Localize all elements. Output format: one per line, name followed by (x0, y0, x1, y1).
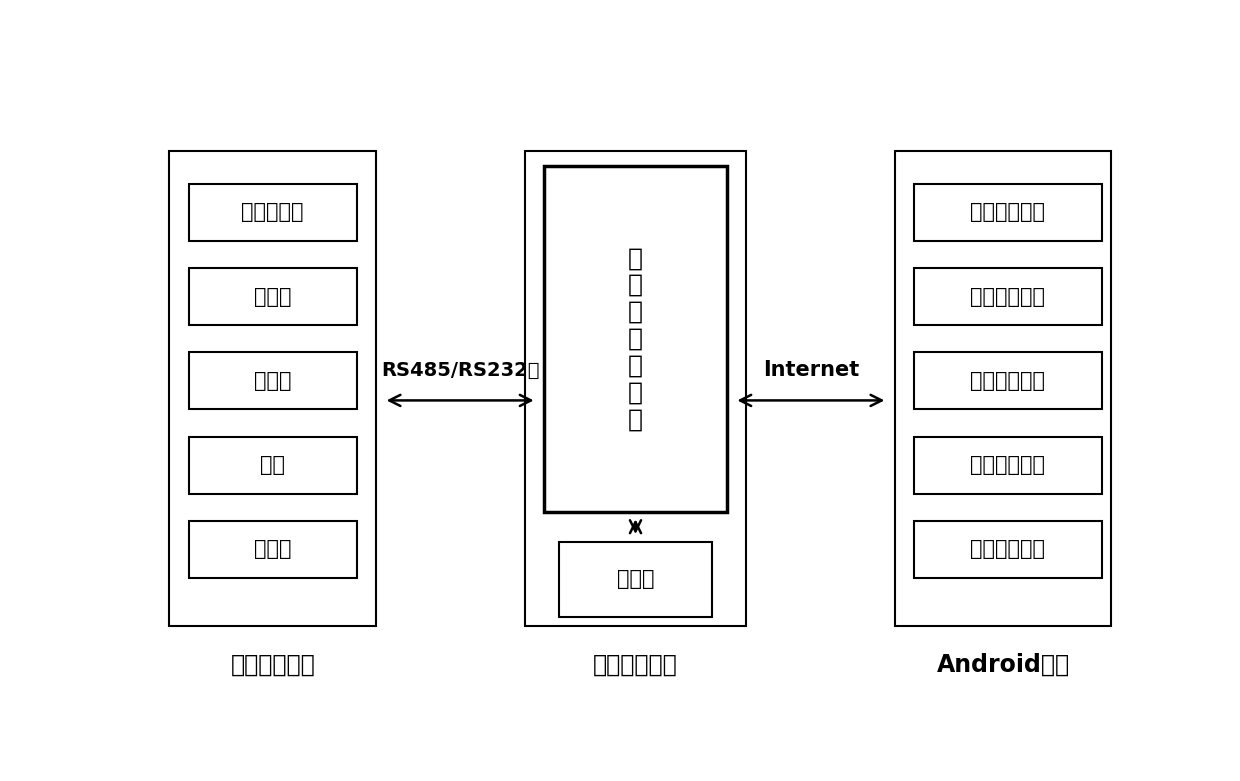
Bar (188, 268, 357, 325)
Bar (914, 352, 1101, 409)
Text: 数据库: 数据库 (616, 569, 655, 590)
Text: 电表: 电表 (260, 455, 285, 475)
Text: 历史数据模块: 历史数据模块 (971, 455, 1045, 475)
Bar (914, 437, 1101, 494)
Text: 光伏控制器: 光伏控制器 (242, 202, 304, 223)
Text: 气象数据模块: 气象数据模块 (971, 371, 1045, 390)
Text: 设备报警模块: 设备报警模块 (971, 539, 1045, 559)
Text: 数
据
处
理
服
务
器: 数 据 处 理 服 务 器 (627, 246, 644, 431)
Text: 逆变器: 逆变器 (254, 287, 291, 307)
Bar (914, 268, 1101, 325)
Text: 数据采集模块: 数据采集模块 (231, 653, 315, 677)
Text: 气象站: 气象站 (254, 539, 291, 559)
Bar (914, 184, 1101, 241)
Bar (188, 437, 357, 494)
Bar (188, 352, 357, 409)
Bar (525, 151, 746, 626)
Text: RS485/RS232等: RS485/RS232等 (381, 361, 539, 380)
Bar (188, 184, 357, 241)
Text: 电量统计模块: 电量统计模块 (971, 202, 1045, 223)
Bar (170, 151, 376, 626)
Bar (544, 166, 727, 512)
Text: 数据处理模块: 数据处理模块 (593, 653, 678, 677)
Bar (558, 542, 712, 617)
Text: Android平台: Android平台 (937, 653, 1070, 677)
Text: 汇流箱: 汇流箱 (254, 371, 291, 390)
Bar (188, 521, 357, 578)
Bar (895, 151, 1111, 626)
Bar (914, 521, 1101, 578)
Text: Internet: Internet (763, 360, 859, 380)
Text: 实时数据模块: 实时数据模块 (971, 287, 1045, 307)
